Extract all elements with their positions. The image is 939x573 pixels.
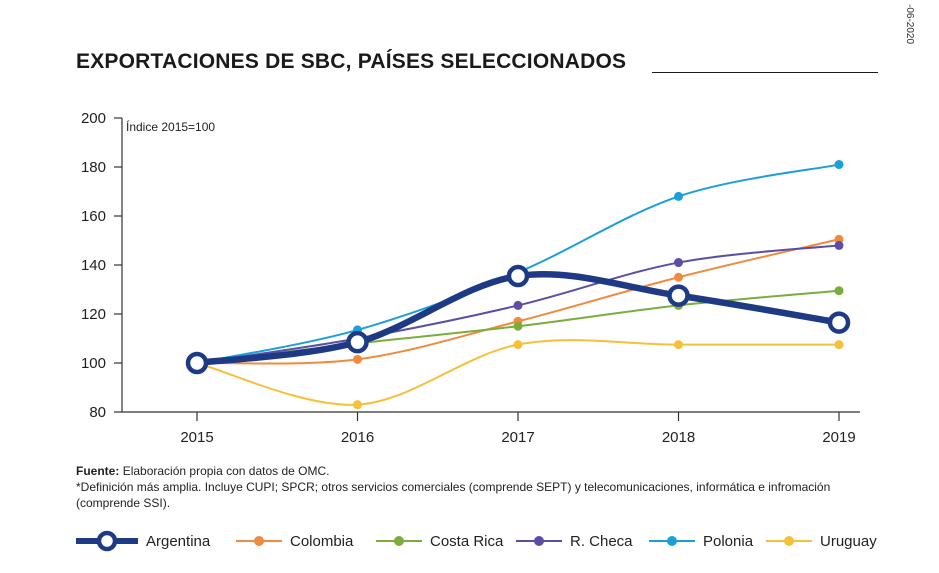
y-tick-label: 160 (81, 208, 106, 225)
legend-label-uruguay: Uruguay (820, 532, 877, 550)
legend-swatch-argentina (76, 530, 138, 552)
data-point-uruguay (353, 400, 362, 410)
x-tick-label: 2015 (180, 429, 213, 446)
y-tick-label: 80 (89, 404, 106, 421)
chart-title: EXPORTACIONES DE SBC, PAÍSES SELECCIONAD… (76, 50, 627, 73)
legend-item-polonia: Polonia (649, 528, 753, 554)
series-line-polonia (196, 163, 840, 364)
y-tick-label: 180 (81, 159, 106, 176)
legend-item-uruguay: Uruguay (766, 528, 877, 554)
index-annotation: Índice 2015=100 (126, 119, 215, 134)
x-tick-label: 2017 (501, 429, 534, 446)
source-text: Elaboración propia con datos de OMC. (122, 464, 330, 478)
legend-swatch-uruguay (766, 536, 812, 546)
legend-swatch-polonia (649, 536, 695, 546)
legend-label-r-checa: R. Checa (570, 532, 633, 550)
data-point-r-checa (834, 240, 844, 250)
legend-label-polonia: Polonia (703, 532, 754, 550)
data-point-uruguay (834, 340, 844, 350)
data-point-argentina (827, 311, 851, 334)
data-point-argentina (506, 264, 530, 288)
data-point-polonia (834, 160, 844, 170)
document-code: -06-2020 (904, 4, 915, 45)
legend-item-costa-rica: Costa Rica (376, 528, 503, 554)
data-point-r-checa (674, 258, 683, 268)
legend-label-argentina: Argentina (146, 532, 211, 550)
legend-item-colombia: Colombia (236, 528, 353, 554)
data-point-colombia (674, 272, 683, 282)
data-point-argentina (667, 284, 690, 307)
chart-legend: Argentina Colombia Costa Rica R. Checa Polon… (76, 528, 886, 554)
chart-notes: Fuente: Elaboración propia con datos de … (76, 463, 886, 511)
legend-item-argentina: Argentina (76, 528, 210, 554)
y-tick-label: 120 (81, 306, 106, 323)
data-point-uruguay (513, 340, 523, 350)
y-tick-label: 100 (81, 355, 106, 372)
data-point-polonia (674, 191, 683, 201)
line-chart: 80 100 120 140 160 180 200 2015 2016 2017 2018 2019… (81, 110, 860, 446)
x-tick-label: 2018 (662, 429, 695, 446)
legend-swatch-r-checa (516, 536, 562, 546)
legend-label-colombia: Colombia (290, 532, 354, 550)
data-point-colombia (353, 354, 362, 364)
y-tick-label: 200 (81, 110, 106, 127)
legend-item-r-checa: R. Checa (516, 528, 633, 554)
legend-swatch-colombia (236, 536, 282, 546)
definition-note: *Definición más amplia. Incluye CUPI; SP… (76, 480, 831, 510)
data-point-costa-rica (513, 321, 523, 331)
data-point-uruguay (674, 340, 683, 350)
data-point-costa-rica (834, 286, 844, 296)
legend-label-costa-rica: Costa Rica (430, 532, 504, 550)
source-note: Fuente: Elaboración propia con datos de … (76, 463, 886, 479)
source-label: Fuente: (76, 464, 120, 478)
title-underline (652, 72, 878, 73)
data-point-argentina (185, 351, 209, 375)
data-point-r-checa (513, 300, 523, 310)
x-tick-label: 2016 (341, 429, 374, 446)
y-tick-label: 140 (81, 257, 106, 274)
legend-swatch-costa-rica (376, 536, 422, 546)
data-point-argentina (346, 330, 369, 354)
x-tick-label: 2019 (822, 429, 855, 446)
